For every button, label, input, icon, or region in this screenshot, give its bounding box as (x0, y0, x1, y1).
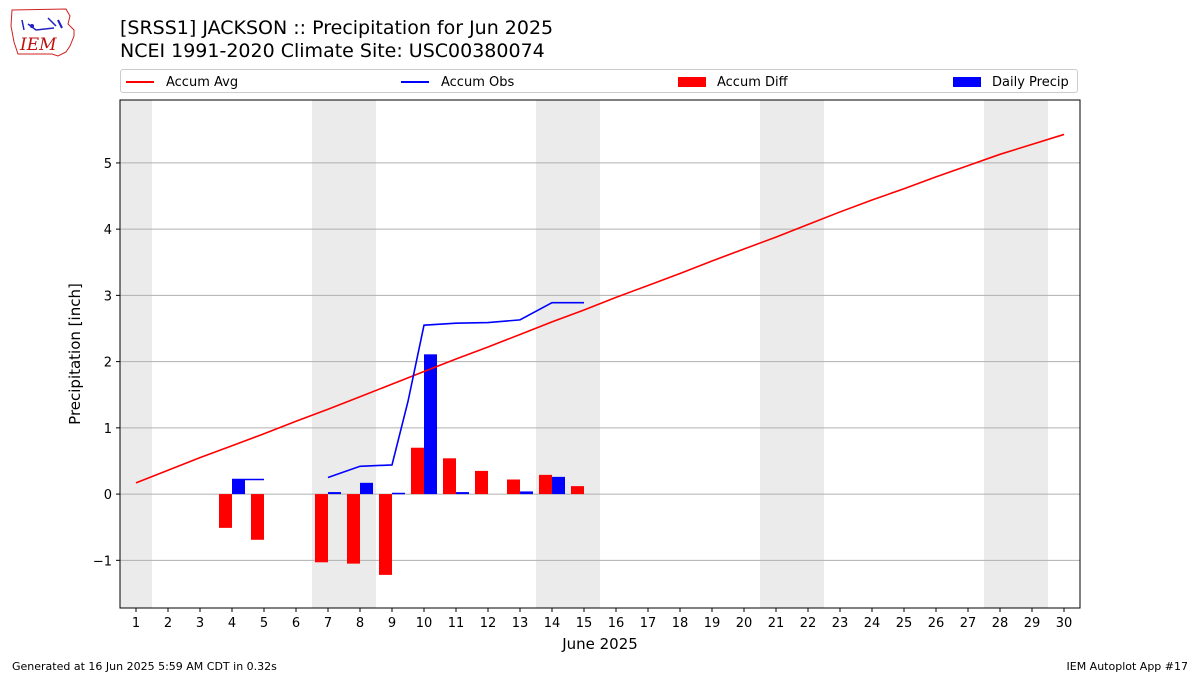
accum-diff-bar (507, 479, 520, 495)
x-tick-label: 8 (356, 616, 364, 631)
y-tick-label: 1 (104, 422, 112, 437)
accum-diff-bar (475, 470, 488, 495)
chart-subtitle: NCEI 1991-2020 Climate Site: USC00380074 (120, 40, 545, 62)
x-tick-label: 3 (196, 616, 204, 631)
legend-label-accum-obs: Accum Obs (441, 74, 515, 90)
accum-diff-bar (443, 458, 456, 495)
daily-precip-bar (424, 354, 437, 495)
x-tick-label: 4 (228, 616, 236, 631)
x-tick-label: 12 (480, 616, 497, 631)
legend-item-accum-diff: Accum Diff (678, 73, 788, 91)
x-tick-label: 18 (672, 616, 689, 631)
accum-diff-bar (539, 474, 552, 495)
y-tick-label: −1 (93, 554, 112, 569)
legend-swatch-daily-precip (953, 77, 981, 87)
legend-item-accum-avg: Accum Avg (126, 73, 238, 91)
x-tick-label: 10 (416, 616, 433, 631)
legend-item-accum-obs: Accum Obs (401, 73, 514, 91)
y-tick-label: 2 (104, 356, 112, 371)
x-tick-label: 29 (1024, 616, 1041, 631)
y-tick-label: 4 (104, 223, 112, 238)
x-tick-label: 30 (1056, 616, 1073, 631)
x-tick-label: 21 (768, 616, 785, 631)
weekend-band (760, 100, 824, 608)
chart-legend: Accum Avg Accum Obs Accum Diff Daily Pre… (120, 69, 1078, 93)
legend-label-daily-precip: Daily Precip (992, 74, 1069, 90)
weekend-band (120, 100, 152, 608)
x-tick-label: 23 (832, 616, 849, 631)
daily-precip-bar (328, 492, 341, 495)
accum-diff-bar (251, 494, 264, 540)
y-axis-label: Precipitation [inch] (66, 283, 84, 425)
logo-text: IEM (19, 35, 57, 55)
x-tick-label: 1 (132, 616, 140, 631)
legend-item-daily-precip: Daily Precip (953, 73, 1069, 91)
accum-diff-bar (411, 447, 424, 495)
x-tick-label: 6 (292, 616, 300, 631)
x-axis-label: June 2025 (561, 635, 638, 653)
legend-swatch-accum-diff (678, 77, 706, 87)
y-tick-label: 3 (104, 289, 112, 304)
accum-obs-line (327, 301, 584, 479)
x-tick-label: 19 (704, 616, 721, 631)
accum-diff-bar (219, 494, 232, 528)
x-tick-label: 26 (928, 616, 945, 631)
daily-precip-bar (392, 492, 405, 495)
daily-precip-bar (552, 476, 565, 495)
accum-diff-bar (379, 494, 392, 575)
accum-diff-bar (571, 486, 584, 495)
daily-precip-bar (360, 482, 373, 495)
accum-avg-line (135, 133, 1065, 484)
x-tick-label: 7 (324, 616, 332, 631)
accum-diff-bar (315, 494, 328, 563)
x-tick-label: 14 (544, 616, 561, 631)
legend-label-accum-avg: Accum Avg (166, 74, 239, 90)
x-tick-label: 24 (864, 616, 881, 631)
x-tick-label: 13 (512, 616, 529, 631)
x-tick-label: 17 (640, 616, 657, 631)
daily-precip-bar (232, 479, 245, 495)
y-tick-label: 0 (104, 488, 112, 503)
accum-diff-bar (347, 494, 360, 564)
iem-logo: IEM (8, 6, 80, 58)
plot-frame (119, 99, 1081, 609)
x-tick-label: 27 (960, 616, 977, 631)
x-tick-label: 20 (736, 616, 753, 631)
footer-app: IEM Autoplot App #17 (1066, 660, 1189, 673)
footer-generated: Generated at 16 Jun 2025 5:59 AM CDT in … (12, 660, 277, 673)
legend-label-accum-diff: Accum Diff (717, 74, 788, 90)
x-tick-label: 2 (164, 616, 172, 631)
x-tick-label: 15 (576, 616, 593, 631)
x-tick-label: 16 (608, 616, 625, 631)
x-tick-label: 22 (800, 616, 817, 631)
weekend-band (536, 100, 600, 608)
daily-precip-bar (520, 491, 533, 495)
x-tick-label: 25 (896, 616, 913, 631)
x-tick-label: 28 (992, 616, 1009, 631)
x-tick-label: 5 (260, 616, 268, 631)
y-tick-label: 5 (104, 157, 112, 172)
daily-precip-bar (456, 492, 469, 495)
x-tick-label: 11 (448, 616, 465, 631)
legend-swatch-accum-avg (126, 81, 154, 83)
weekend-band (984, 100, 1048, 608)
legend-swatch-accum-obs (401, 81, 429, 83)
chart-title: [SRSS1] JACKSON :: Precipitation for Jun… (120, 17, 554, 39)
x-tick-label: 9 (388, 616, 396, 631)
